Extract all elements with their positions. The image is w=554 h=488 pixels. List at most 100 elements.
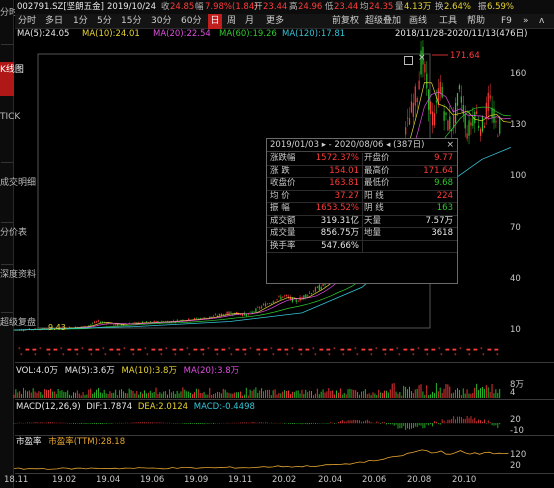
- macd-bar: [201, 423, 203, 424]
- signal-marker: *: [202, 353, 205, 359]
- candle-body: [422, 46, 424, 65]
- signal-marker: *: [328, 353, 331, 359]
- signal-marker: ▬: [130, 347, 135, 353]
- tab-tick[interactable]: TICK: [0, 112, 21, 122]
- close-icon[interactable]: ×: [418, 53, 426, 63]
- macd-bar: [69, 423, 71, 424]
- period-1min[interactable]: 1分: [73, 16, 88, 26]
- macd-bar: [436, 421, 437, 424]
- volume-bar: [230, 393, 232, 398]
- signal-marker: *: [34, 353, 37, 359]
- candle-body: [280, 296, 282, 300]
- volume-bar: [355, 390, 357, 398]
- candle-body: [481, 116, 484, 132]
- volume-bar: [132, 390, 134, 398]
- x-tick-label: 18.11: [4, 475, 29, 485]
- macd-bar: [209, 423, 211, 424]
- candle-body: [113, 324, 115, 326]
- period-60min[interactable]: 60分: [181, 16, 202, 26]
- stat-label: 换手率: [270, 240, 296, 251]
- macd-bar: [244, 422, 245, 424]
- stat-value: 319.31亿: [320, 215, 359, 226]
- macd-bar: [148, 422, 149, 424]
- volume-bar: [341, 394, 343, 398]
- popup-close-icon[interactable]: ×: [446, 140, 454, 150]
- candle-body: [499, 116, 501, 134]
- period-5min[interactable]: 5分: [97, 16, 112, 26]
- period-timeshare[interactable]: 分时: [18, 16, 37, 26]
- macd-bar: [42, 422, 44, 424]
- volume-bar: [449, 386, 451, 398]
- tab-kline[interactable]: K线图: [0, 62, 24, 96]
- volume-bar: [382, 392, 384, 398]
- volume-bar: [432, 391, 433, 398]
- period-week[interactable]: 周: [227, 16, 237, 26]
- signal-marker: ▬: [88, 347, 93, 353]
- volume-bar: [217, 391, 218, 398]
- period-30min[interactable]: 30分: [151, 16, 172, 26]
- volume-bar: [276, 394, 278, 398]
- volume-bar: [40, 392, 42, 398]
- volume-bar: [55, 393, 57, 398]
- volume-bar: [366, 394, 368, 398]
- stat-label: 天量: [364, 215, 382, 226]
- volume-bar: [289, 394, 291, 398]
- expand-icon[interactable]: »: [523, 16, 529, 26]
- volume-bar: [74, 392, 76, 398]
- macd-bar: [351, 420, 353, 424]
- volume-bar: [251, 391, 253, 398]
- stat-value: 856.75万: [320, 228, 359, 238]
- macd-bar: [96, 423, 97, 425]
- stat-label: 阴 线: [364, 203, 384, 213]
- volume-bar: [309, 390, 311, 398]
- signal-marker: *: [39, 347, 42, 353]
- signal-marker: *: [480, 347, 483, 353]
- period-month[interactable]: 月: [245, 16, 255, 26]
- candle-body: [305, 294, 307, 298]
- volume-bar: [472, 392, 474, 398]
- volume-bar: [101, 393, 103, 398]
- macd-bar: [40, 422, 42, 424]
- candle-body: [92, 323, 94, 324]
- candle-body: [491, 107, 493, 118]
- volume-bar: [147, 392, 149, 398]
- period-more[interactable]: 更多: [266, 16, 285, 26]
- volume-bar: [134, 393, 136, 398]
- macd-bar: [98, 423, 99, 424]
- candle-body: [69, 327, 71, 328]
- candle-body: [479, 128, 482, 136]
- volume-bar: [389, 389, 391, 398]
- candle-body: [416, 98, 418, 103]
- signal-marker: ▬: [263, 347, 268, 353]
- overlay-button[interactable]: 超级叠加: [365, 16, 402, 26]
- volume-bar: [80, 395, 82, 398]
- candle-body: [478, 125, 480, 128]
- signal-marker: *: [118, 353, 121, 359]
- help-button[interactable]: 帮助: [467, 16, 486, 26]
- macd-bar: [263, 422, 264, 424]
- volume-bar: [78, 393, 80, 398]
- macd-bar: [63, 422, 65, 424]
- collapse-icon[interactable]: ʌ: [539, 16, 545, 26]
- tab-timeshare[interactable]: 分时图: [0, 8, 28, 18]
- tools-button[interactable]: 工具: [439, 16, 458, 26]
- period-multiday[interactable]: 多日: [45, 16, 64, 26]
- period-day[interactable]: 日: [208, 14, 222, 29]
- period-15min[interactable]: 15分: [121, 16, 142, 26]
- f9-button[interactable]: F9: [501, 16, 512, 26]
- volume-bar: [445, 383, 447, 398]
- tab-price-table[interactable]: 分价表: [0, 228, 28, 238]
- signal-marker: ▬: [109, 347, 114, 353]
- quote-date: 2019/10/24: [107, 2, 156, 12]
- macd-bar: [284, 423, 286, 424]
- adjust-forward-button[interactable]: 前复权: [332, 16, 360, 26]
- macd-bar: [103, 423, 105, 424]
- macd-bar: [155, 422, 157, 424]
- volume-bar: [42, 394, 44, 398]
- volume-bar: [69, 394, 71, 398]
- window-icon[interactable]: [404, 56, 413, 65]
- macd-bar: [439, 423, 441, 425]
- draw-line-button[interactable]: 画线: [409, 16, 428, 26]
- candle-body: [109, 323, 111, 325]
- macd-bar: [372, 422, 374, 424]
